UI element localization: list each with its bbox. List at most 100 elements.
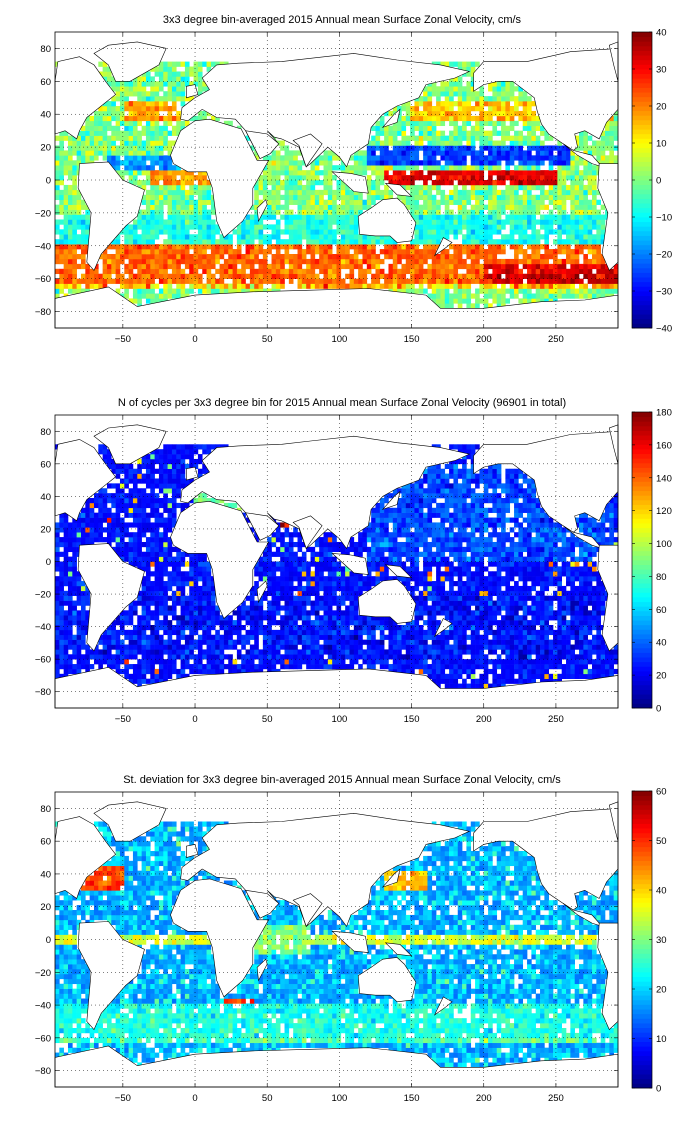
bin-cell <box>574 214 580 220</box>
bin-cell <box>583 140 588 146</box>
bin-cell <box>267 644 272 650</box>
bin-cell <box>154 199 160 205</box>
bin-cell <box>392 649 398 655</box>
bin-cell <box>171 180 177 186</box>
bin-cell <box>72 224 77 230</box>
bin-cell <box>124 86 129 92</box>
bin-cell <box>444 654 450 660</box>
bin-cell <box>488 120 493 127</box>
bin-cell <box>600 288 606 294</box>
bin-cell <box>119 140 125 146</box>
bin-cell <box>202 214 207 220</box>
bin-cell <box>479 239 485 245</box>
bin-cell <box>587 659 593 665</box>
bin-cell <box>388 634 394 640</box>
bin-cell <box>579 293 584 299</box>
bin-cell <box>111 130 116 136</box>
bin-cell <box>171 654 177 660</box>
bin-cell <box>579 263 584 270</box>
bin-cell <box>613 268 619 275</box>
bin-cell <box>158 135 164 141</box>
bin-cell <box>527 639 532 645</box>
bin-cell <box>553 273 558 279</box>
bin-cell <box>566 219 571 225</box>
bin-cell <box>596 268 601 275</box>
bin-cell <box>106 140 112 146</box>
bin-cell <box>366 194 372 201</box>
bin-cell <box>206 268 212 275</box>
bin-cell <box>397 634 402 640</box>
bin-cell <box>137 120 142 127</box>
bin-cell <box>332 234 337 240</box>
bin-cell <box>124 145 129 151</box>
bin-cell <box>115 96 121 102</box>
bin-cell <box>466 135 472 141</box>
bin-cell <box>163 258 168 265</box>
bin-cell <box>613 278 619 284</box>
bin-cell <box>518 234 524 240</box>
bin-cell <box>600 214 606 220</box>
bin-cell <box>457 254 463 260</box>
bin-cell <box>548 150 554 156</box>
bin-cell <box>184 180 190 186</box>
bin-cell <box>431 283 437 289</box>
bin-cell <box>470 278 476 284</box>
bin-cell <box>167 199 173 205</box>
bin-cell <box>249 145 255 151</box>
bin-cell <box>154 125 160 131</box>
bin-cell <box>145 244 151 250</box>
bin-cell <box>613 125 619 131</box>
bin-cell <box>561 224 567 230</box>
bin-cell <box>193 219 199 225</box>
bin-cell <box>453 664 459 670</box>
bin-cell <box>319 263 324 270</box>
bin-cell <box>592 664 597 670</box>
bin-cell <box>262 634 268 640</box>
bin-cell <box>518 659 524 665</box>
bin-cell <box>111 135 116 141</box>
bin-cell <box>241 654 246 660</box>
bin-cell <box>418 140 424 146</box>
bin-cell <box>492 298 498 304</box>
bin-cell <box>522 654 528 660</box>
bin-cell <box>527 155 532 161</box>
bin-cell <box>483 239 489 245</box>
bin-cell <box>574 194 580 201</box>
bin-cell <box>449 244 454 250</box>
bin-cell <box>327 263 333 270</box>
bin-cell <box>137 96 142 102</box>
bin-cell <box>587 180 593 186</box>
bin-cell <box>609 273 614 279</box>
bin-cell <box>340 229 346 235</box>
bin-cell <box>336 273 342 279</box>
bin-cell <box>496 273 502 279</box>
bin-cell <box>323 258 329 265</box>
bin-cell <box>189 654 194 660</box>
bin-cell <box>171 189 177 196</box>
bin-cell <box>288 649 294 655</box>
bin-cell <box>184 288 190 294</box>
bin-cell <box>76 214 82 220</box>
bin-cell <box>410 268 415 275</box>
bin-cell <box>223 288 229 294</box>
bin-cell <box>483 664 489 670</box>
bin-cell <box>384 649 389 655</box>
bin-cell <box>236 639 242 645</box>
bin-cell <box>397 639 402 645</box>
bin-cell <box>427 91 433 97</box>
bin-cell <box>55 639 60 645</box>
coastline <box>54 56 117 140</box>
bin-cell <box>249 288 255 294</box>
bin-cell <box>271 659 277 665</box>
bin-cell <box>176 258 181 265</box>
bin-cell <box>414 639 420 645</box>
bin-cell <box>436 130 441 136</box>
bin-cell <box>436 184 441 191</box>
bin-cell <box>444 249 450 255</box>
bin-cell <box>262 258 268 265</box>
bin-cell <box>306 258 311 265</box>
bin-cell <box>527 150 532 156</box>
bin-cell <box>150 170 155 176</box>
bin-cell <box>353 189 359 196</box>
bin-cell <box>202 180 207 186</box>
